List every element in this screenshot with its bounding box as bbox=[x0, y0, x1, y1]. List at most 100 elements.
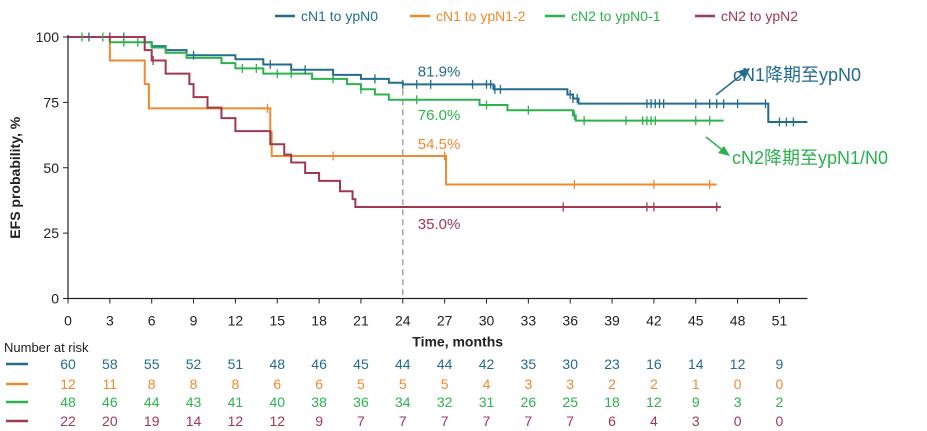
annotation-arrow-line bbox=[715, 71, 746, 96]
x-tick-label: 18 bbox=[311, 313, 327, 329]
risk-count: 45 bbox=[353, 356, 369, 372]
risk-count: 23 bbox=[604, 356, 620, 372]
risk-count: 2 bbox=[776, 394, 784, 410]
risk-count: 16 bbox=[646, 356, 662, 372]
annotations: cN1降期至ypN0 cN2降期至ypN1/N0 bbox=[705, 65, 888, 168]
risk-count: 19 bbox=[144, 413, 160, 429]
value-label: 35.0% bbox=[418, 216, 461, 233]
risk-count: 5 bbox=[441, 376, 449, 392]
risk-count: 2 bbox=[608, 376, 616, 392]
annotation-cn2-to-ypn1-n0: cN2降期至ypN1/N0 bbox=[732, 148, 888, 168]
km-curve-series-3 bbox=[68, 36, 724, 122]
legend-entry: cN1 to ypN1-2 bbox=[436, 8, 526, 24]
risk-count: 6 bbox=[273, 376, 281, 392]
risk-count: 9 bbox=[315, 413, 323, 429]
risk-count: 5 bbox=[357, 376, 365, 392]
risk-count: 48 bbox=[269, 356, 285, 372]
x-axis-label: Time, months bbox=[412, 334, 503, 350]
risk-count: 55 bbox=[144, 356, 160, 372]
risk-count: 0 bbox=[734, 413, 742, 429]
risk-table: Number at risk 60 58 55 52 51 48 46 45 44 44 42 35 3… bbox=[4, 340, 784, 429]
risk-count: 42 bbox=[479, 356, 495, 372]
x-tick-label: 45 bbox=[688, 313, 704, 329]
risk-count: 6 bbox=[315, 376, 323, 392]
risk-count: 38 bbox=[311, 394, 327, 410]
chart-legend: cN1 to ypN0 cN1 to ypN1-2 cN2 to ypN0-1 cN2… bbox=[275, 8, 798, 24]
risk-count: 3 bbox=[692, 413, 700, 429]
risk-count: 8 bbox=[148, 376, 156, 392]
axes: 0 3 6 9 12 15 18 21 24 27 30 33 36 39 42 45 48 51 0255075… bbox=[7, 29, 808, 350]
risk-count: 36 bbox=[353, 394, 369, 410]
risk-count: 0 bbox=[776, 413, 784, 429]
risk-count: 11 bbox=[103, 376, 118, 392]
legend-entry: cN1 to ypN0 bbox=[301, 8, 378, 24]
risk-count: 52 bbox=[186, 356, 202, 372]
risk-count: 2 bbox=[650, 376, 658, 392]
risk-count: 43 bbox=[186, 394, 202, 410]
risk-count: 0 bbox=[734, 376, 742, 392]
risk-count: 12 bbox=[646, 394, 662, 410]
y-tick-label: 50 bbox=[43, 160, 59, 176]
risk-count: 4 bbox=[650, 413, 658, 429]
risk-count: 12 bbox=[269, 413, 285, 429]
x-tick-label: 0 bbox=[64, 313, 72, 329]
y-axis-label: EFS probability, % bbox=[7, 116, 23, 238]
annotation-arrowhead bbox=[738, 68, 750, 79]
value-label: 81.9% bbox=[418, 63, 461, 80]
y-tick-label: 100 bbox=[36, 29, 60, 45]
risk-count: 12 bbox=[228, 413, 244, 429]
risk-count: 44 bbox=[144, 394, 160, 410]
risk-count: 7 bbox=[483, 413, 491, 429]
risk-table-title: Number at risk bbox=[4, 340, 89, 355]
risk-count: 9 bbox=[776, 356, 784, 372]
x-tick-label: 15 bbox=[269, 313, 285, 329]
legend-entry: cN2 to ypN2 bbox=[721, 8, 798, 24]
risk-count: 26 bbox=[521, 394, 537, 410]
x-tick-label: 51 bbox=[772, 313, 788, 329]
km-curve-series-4 bbox=[68, 36, 721, 208]
x-tick-label: 36 bbox=[562, 313, 578, 329]
risk-count: 44 bbox=[437, 356, 453, 372]
risk-count: 12 bbox=[60, 376, 76, 392]
risk-count: 44 bbox=[395, 356, 411, 372]
risk-count: 0 bbox=[776, 376, 784, 392]
plot-area: 81.9% 76.0% 54.5% 35.0% bbox=[68, 32, 808, 299]
x-tick-label: 6 bbox=[148, 313, 156, 329]
risk-count: 25 bbox=[562, 394, 578, 410]
risk-count: 40 bbox=[269, 394, 285, 410]
risk-count: 7 bbox=[524, 413, 532, 429]
risk-count: 34 bbox=[395, 394, 411, 410]
km-curve-series-2 bbox=[68, 36, 717, 186]
risk-count: 60 bbox=[60, 356, 76, 372]
value-label: 76.0% bbox=[418, 107, 461, 124]
risk-count: 18 bbox=[604, 394, 620, 410]
risk-count: 12 bbox=[730, 356, 746, 372]
risk-count: 7 bbox=[357, 413, 365, 429]
x-tick-label: 33 bbox=[521, 313, 537, 329]
x-tick-label: 42 bbox=[646, 313, 662, 329]
risk-count: 51 bbox=[228, 356, 244, 372]
risk-count: 6 bbox=[608, 413, 616, 429]
legend-entry: cN2 to ypN0-1 bbox=[571, 8, 661, 24]
risk-count: 14 bbox=[688, 356, 704, 372]
x-tick-label: 27 bbox=[437, 313, 453, 329]
risk-count: 14 bbox=[186, 413, 202, 429]
risk-count: 35 bbox=[521, 356, 537, 372]
risk-count: 7 bbox=[566, 413, 574, 429]
risk-count: 20 bbox=[102, 413, 118, 429]
risk-count: 7 bbox=[441, 413, 449, 429]
risk-count: 3 bbox=[734, 394, 742, 410]
x-tick-label: 30 bbox=[479, 313, 495, 329]
y-tick-label: 75 bbox=[43, 94, 59, 110]
risk-count: 58 bbox=[102, 356, 118, 372]
value-label: 54.5% bbox=[418, 136, 461, 153]
x-tick-label: 12 bbox=[228, 313, 244, 329]
risk-count: 31 bbox=[479, 394, 495, 410]
annotation-arrowhead bbox=[718, 146, 730, 156]
risk-count: 4 bbox=[483, 376, 491, 392]
risk-count: 8 bbox=[190, 376, 198, 392]
risk-count: 3 bbox=[524, 376, 532, 392]
risk-count: 41 bbox=[228, 394, 244, 410]
risk-count: 48 bbox=[60, 394, 76, 410]
